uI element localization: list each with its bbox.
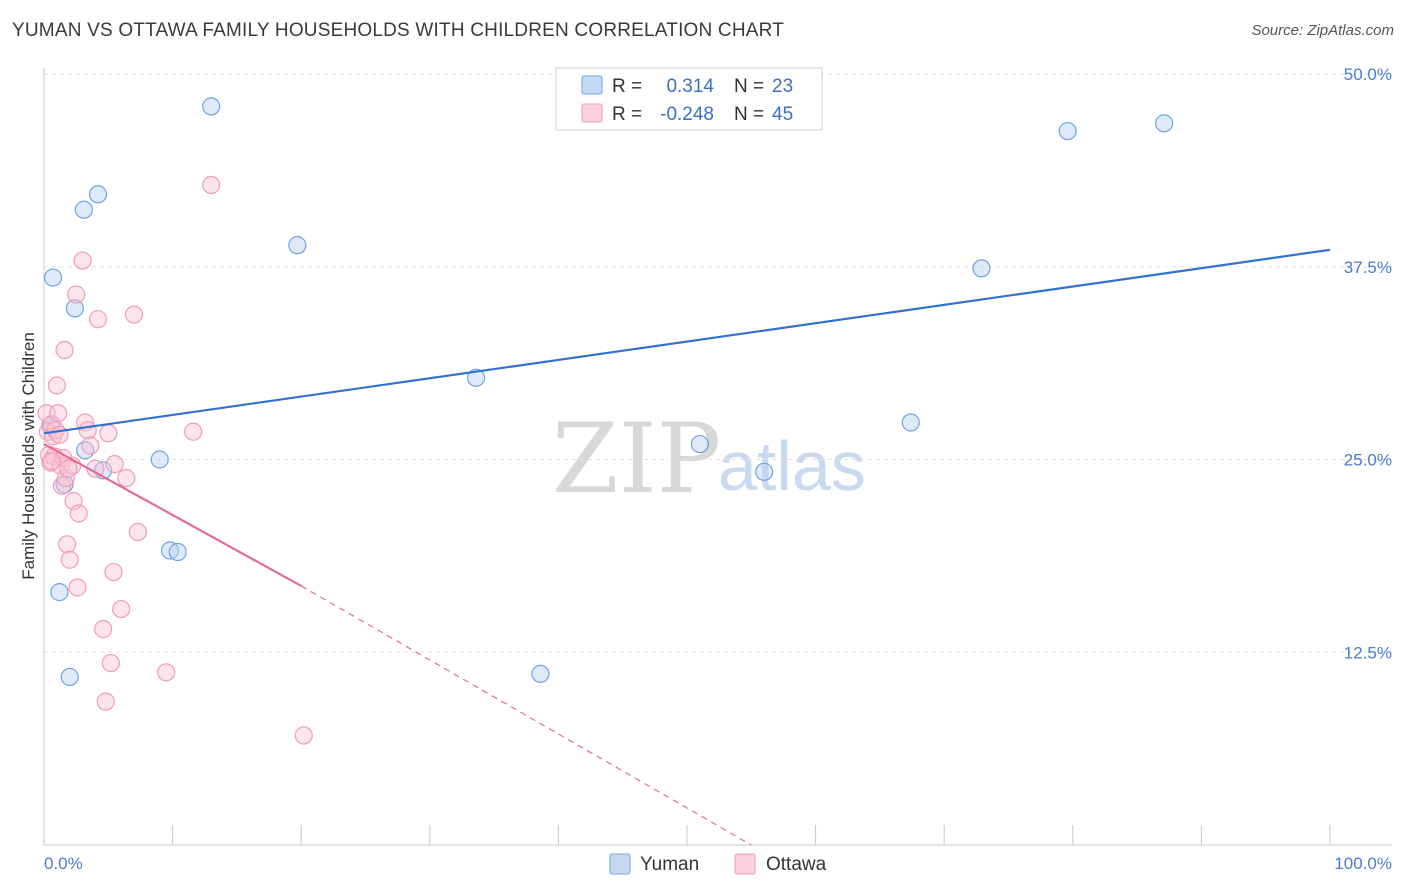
ottawa-point [69,504,88,523]
yuman-point [972,259,991,278]
ottawa-r-value: -0.248 [660,104,714,125]
ottawa-point [96,692,115,711]
ottawa-point [81,436,100,455]
ottawa-point [105,455,124,474]
y-tick-label: 50.0% [1344,65,1392,84]
trend-lines [43,248,1331,846]
ottawa-point [50,425,69,444]
ottawa-points [37,175,313,745]
x-ticks [43,825,1331,845]
y-tick-label: 12.5% [1344,643,1392,662]
source-credit: Source: ZipAtlas.com [1251,22,1394,39]
yuman-point [160,541,180,560]
yuman-point [168,542,187,562]
legend-yuman-swatch [609,853,631,875]
yuman-point [1058,121,1077,141]
ottawa-point [124,305,144,324]
yuman-point [43,268,63,287]
gridlines [44,73,1392,653]
ottawa-point [73,251,92,270]
x-tick-label-min: 0.0% [44,854,83,873]
ottawa-n-label: N = [734,104,764,125]
ottawa-point [78,421,97,440]
x-tick-label-max: 100.0% [1334,854,1392,873]
ottawa-point [67,285,86,304]
y-tick-label: 37.5% [1344,258,1392,277]
ottawa-point [55,340,74,360]
chart-title: YUMAN VS OTTAWA FAMILY HOUSEHOLDS WITH C… [12,20,785,41]
yuman-swatch [581,75,603,95]
watermark-atlas: atlas [718,427,866,505]
ottawa-point [101,653,120,673]
ottawa-point [68,578,87,597]
ottawa-point [94,620,113,639]
yuman-point [901,413,920,432]
ottawa-r-label: R = [612,104,642,125]
ottawa-swatch [581,103,603,123]
ottawa-point [104,562,123,582]
yuman-point [74,200,93,219]
legend-ottawa-label: Ottawa [766,854,827,875]
ottawa-point [49,404,68,423]
ottawa-point [128,522,147,542]
legend-yuman-label: Yuman [640,854,699,875]
yuman-point [50,583,69,602]
ottawa-point [60,550,79,569]
y-axis-label: Family Households with Children [19,332,38,580]
yuman-points [41,97,1174,687]
yuman-point [1155,114,1174,133]
ottawa-point [47,376,66,395]
yuman-point [202,97,221,116]
legend-ottawa-swatch [734,853,756,875]
yuman-r-label: R = [612,76,642,97]
yuman-trend-line [43,248,1331,435]
yuman-point [466,368,486,387]
yuman-point [755,462,774,481]
y-tick-label: 25.0% [1344,451,1392,470]
ottawa-point [157,663,176,682]
ottawa-point [184,422,203,441]
y-tick-labels: 12.5% 25.0% 37.5% 50.0% [1344,65,1392,662]
ottawa-point [99,424,118,443]
ottawa-point [117,468,136,488]
series-legend: Yuman Ottawa [609,853,827,875]
yuman-point [88,185,108,204]
yuman-point [690,434,709,454]
yuman-point [60,667,79,687]
yuman-r-value: 0.314 [666,76,714,97]
ottawa-point [88,310,108,329]
ottawa-point [202,175,221,195]
correlation-legend: R = 0.314 N = 23 R = -0.248 N = 45 [555,67,823,131]
yuman-point [65,299,84,318]
ottawa-point [59,459,78,478]
ottawa-point [42,451,61,471]
yuman-n-value: 23 [772,76,793,97]
yuman-point [531,664,550,683]
yuman-point [288,236,307,255]
ottawa-n-value: 45 [772,104,793,125]
ottawa-point [58,535,77,554]
yuman-point [150,450,169,469]
ottawa-point [294,726,313,745]
yuman-n-label: N = [734,76,764,97]
ottawa-trend-line [43,443,302,587]
ottawa-trend-extension [300,585,752,846]
ottawa-point [112,599,131,619]
